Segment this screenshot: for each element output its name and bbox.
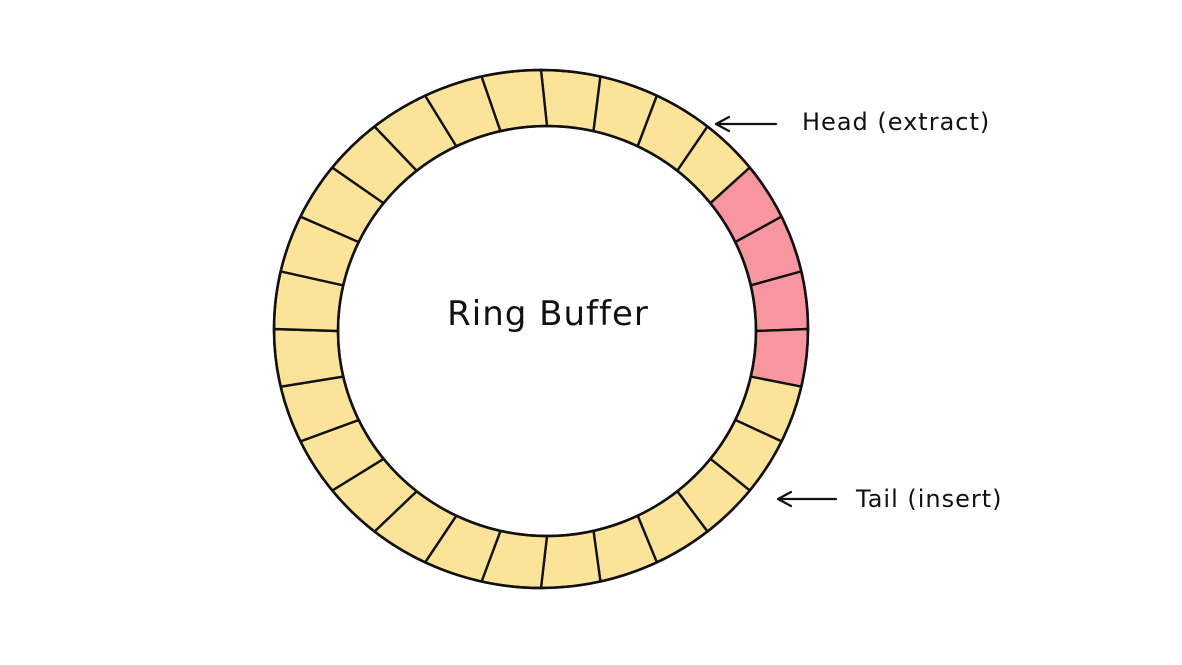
ring-slot-empty	[539, 68, 602, 133]
ring-slot-empty	[539, 529, 602, 590]
head-arrow	[714, 115, 778, 133]
tail-pointer: Tail (insert)	[776, 485, 1003, 513]
ring-slot-empty	[272, 327, 345, 388]
tail-label: Tail (insert)	[855, 485, 1003, 513]
head-pointer: Head (extract)	[714, 108, 990, 136]
tail-arrow	[776, 490, 838, 508]
ring-slots	[272, 68, 810, 590]
ring-outer-edge	[272, 68, 810, 590]
diagram-title: Ring Buffer	[447, 294, 649, 334]
ring-inner-edge	[336, 124, 758, 538]
head-label: Head (extract)	[802, 108, 990, 136]
